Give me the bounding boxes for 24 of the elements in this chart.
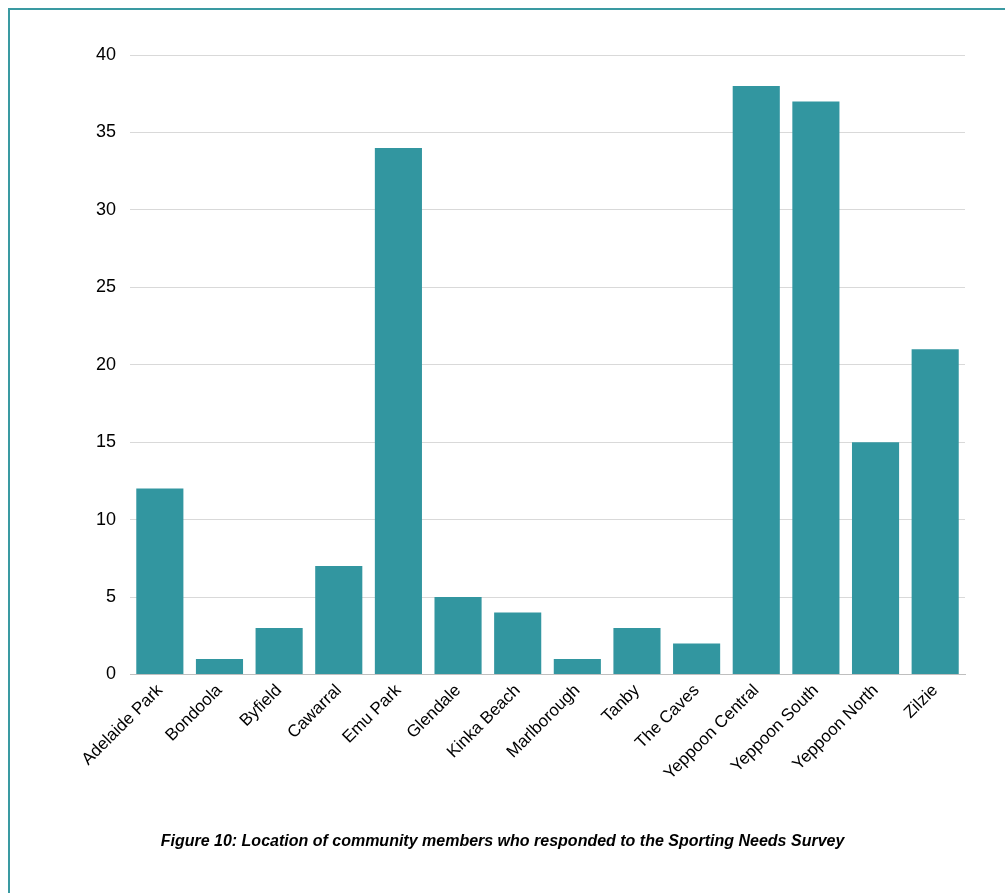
bar — [494, 612, 542, 674]
y-tick-label: 15 — [95, 431, 117, 452]
bar — [195, 658, 244, 674]
bar — [911, 349, 959, 674]
bar — [315, 566, 363, 674]
bar — [851, 442, 900, 674]
bar — [732, 85, 780, 674]
y-tick-label: 40 — [95, 43, 117, 64]
bar — [136, 488, 184, 674]
y-tick-label: 20 — [95, 353, 117, 374]
bar — [255, 628, 303, 674]
bar — [553, 658, 601, 674]
bar — [434, 597, 482, 674]
bar — [613, 628, 661, 674]
bar — [792, 101, 840, 674]
y-tick-label: 5 — [106, 585, 117, 606]
caption: Figure 10: Location of community members who responded to the Sporting Needs Survey — [159, 832, 846, 850]
y-tick-label: 10 — [95, 508, 117, 529]
y-tick-label: 30 — [95, 198, 117, 219]
y-tick-label: 0 — [106, 663, 117, 684]
y-tick-label: 25 — [95, 276, 117, 297]
bar — [673, 643, 721, 674]
y-tick-label: 35 — [95, 121, 117, 142]
bar — [374, 147, 422, 674]
